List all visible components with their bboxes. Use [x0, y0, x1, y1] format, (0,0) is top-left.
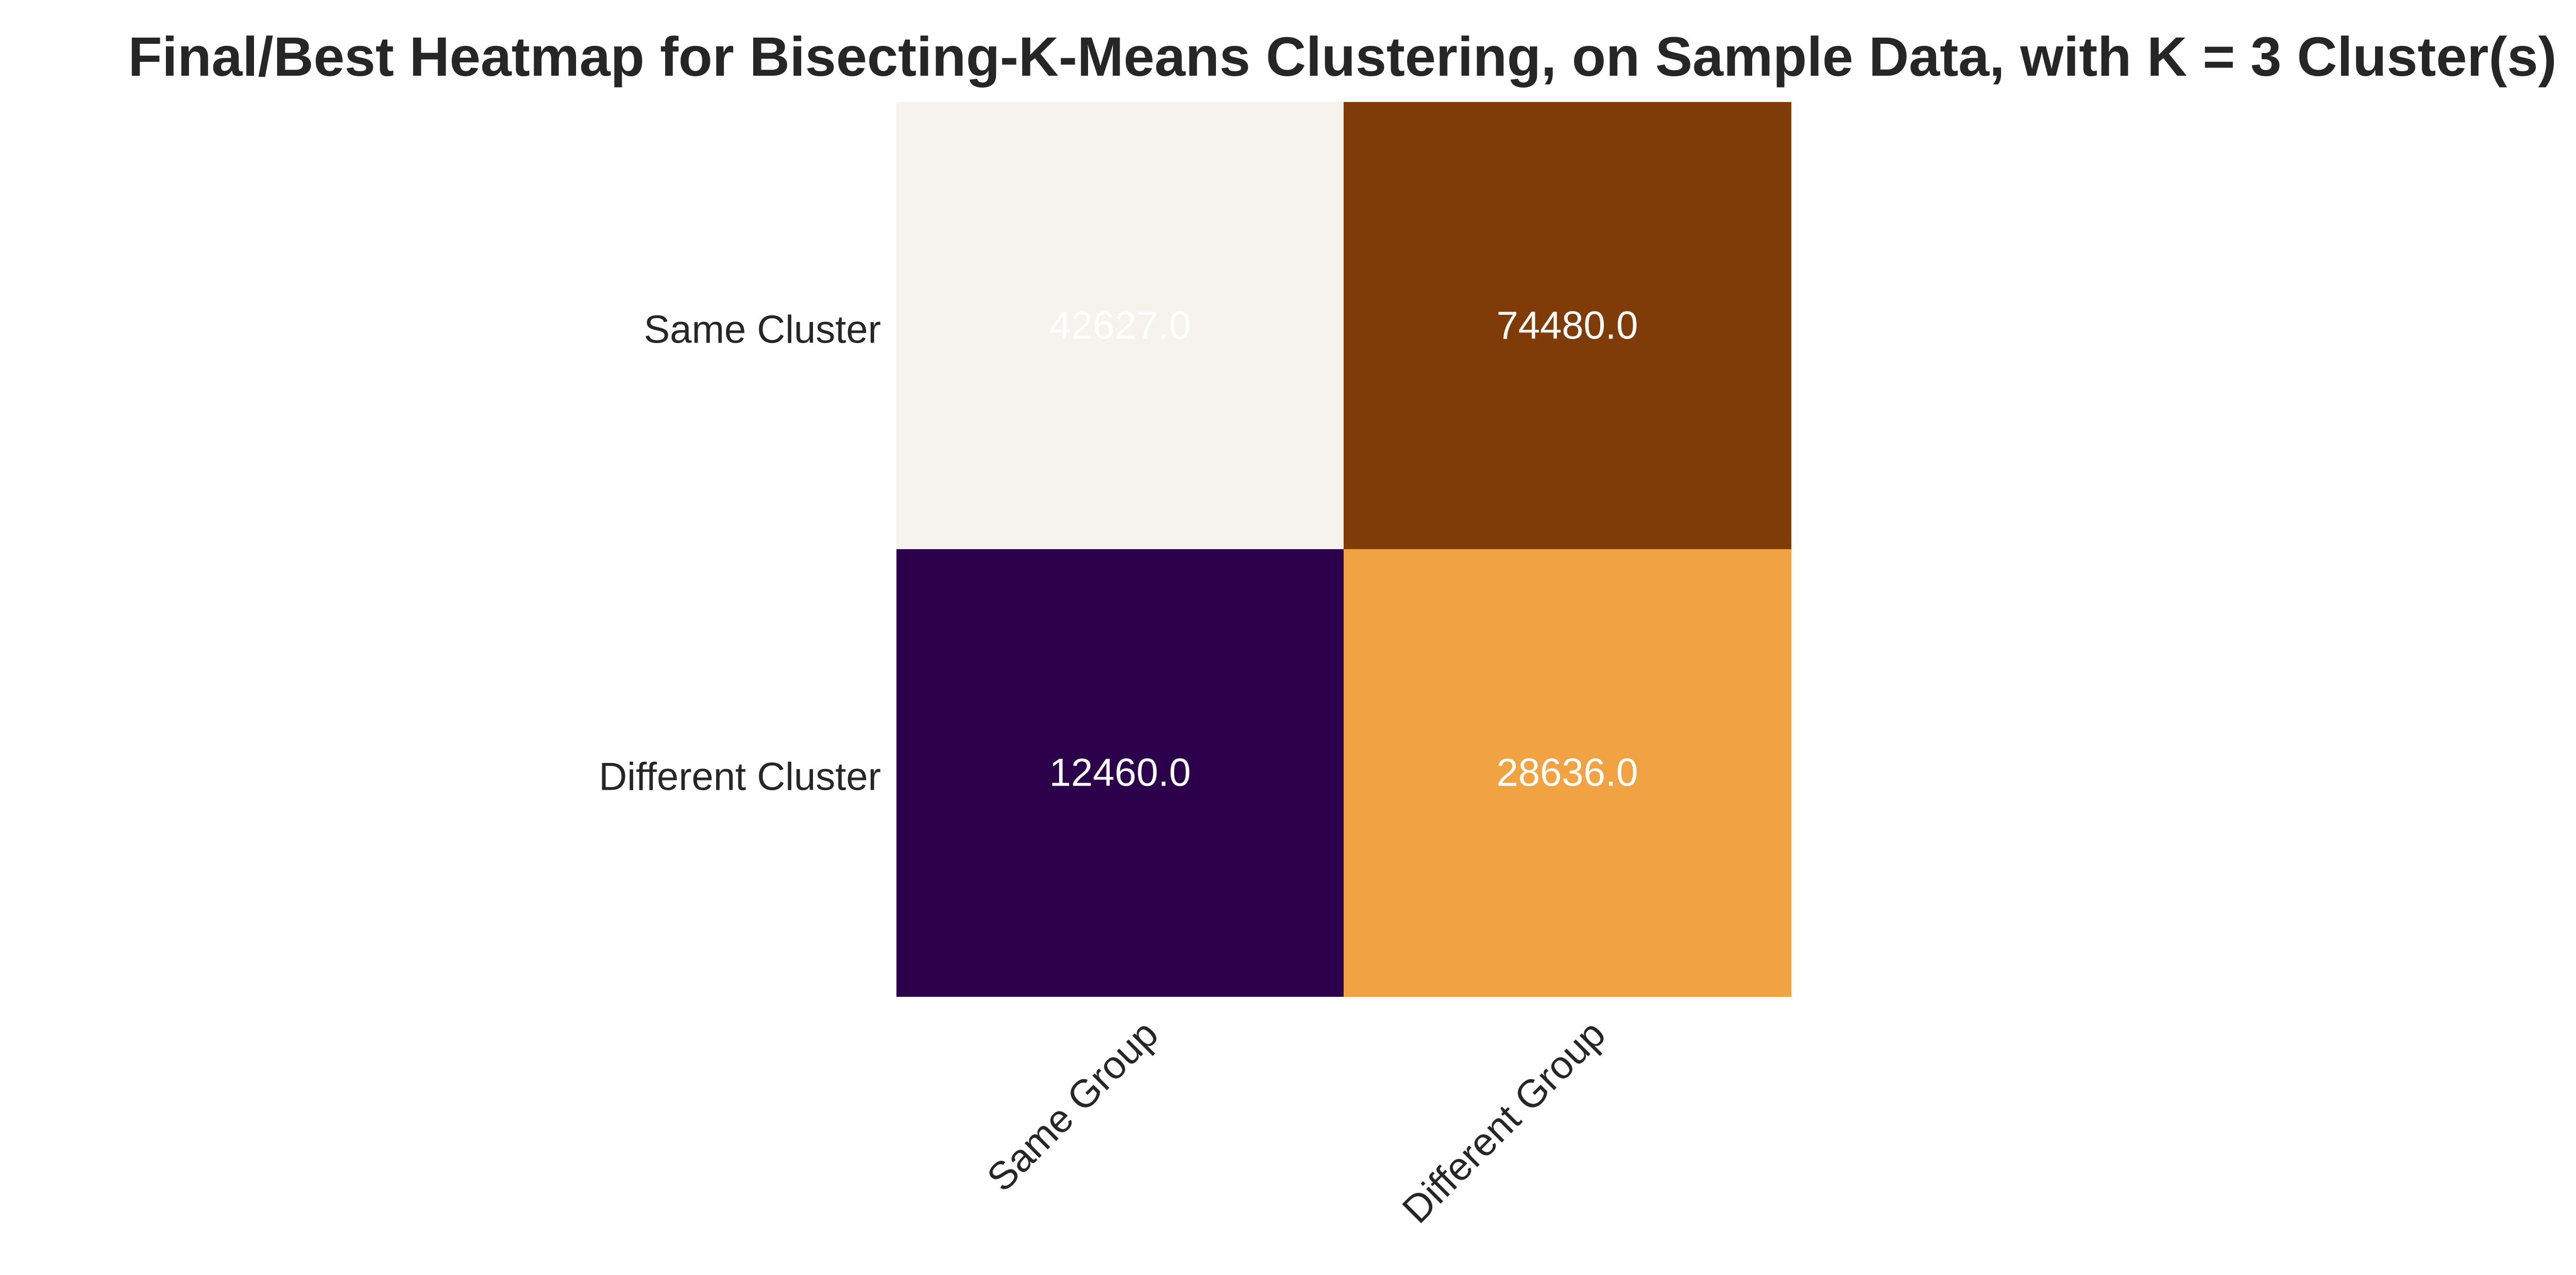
- chart-title: Final/Best Heatmap for Bisecting-K-Means…: [128, 25, 2557, 88]
- y-tick-label: Same Cluster: [644, 308, 881, 352]
- y-tick-label: Different Cluster: [599, 755, 881, 799]
- x-tick-label: Different Group: [1394, 1012, 1614, 1232]
- cell-value-label: 12460.0: [1049, 751, 1191, 795]
- heatmap-cell: [896, 549, 1344, 997]
- heatmap-cell: [896, 102, 1344, 550]
- cell-value-label: 74480.0: [1497, 304, 1638, 348]
- heatmap-cell: [1344, 102, 1791, 550]
- cell-annotations: 42627.0 74480.0 12460.0 28636.0: [1049, 304, 1638, 795]
- cell-value-label: 42627.0: [1049, 304, 1191, 348]
- heatmap-cell: [1344, 549, 1791, 997]
- x-tick-label: Same Group: [979, 1012, 1167, 1200]
- cell-value-label: 28636.0: [1497, 751, 1638, 795]
- heatmap-cells: [896, 102, 1791, 997]
- y-axis-tick-labels: Same Cluster Different Cluster: [599, 308, 881, 799]
- x-axis-tick-labels: Same Group Different Group: [979, 1012, 1614, 1232]
